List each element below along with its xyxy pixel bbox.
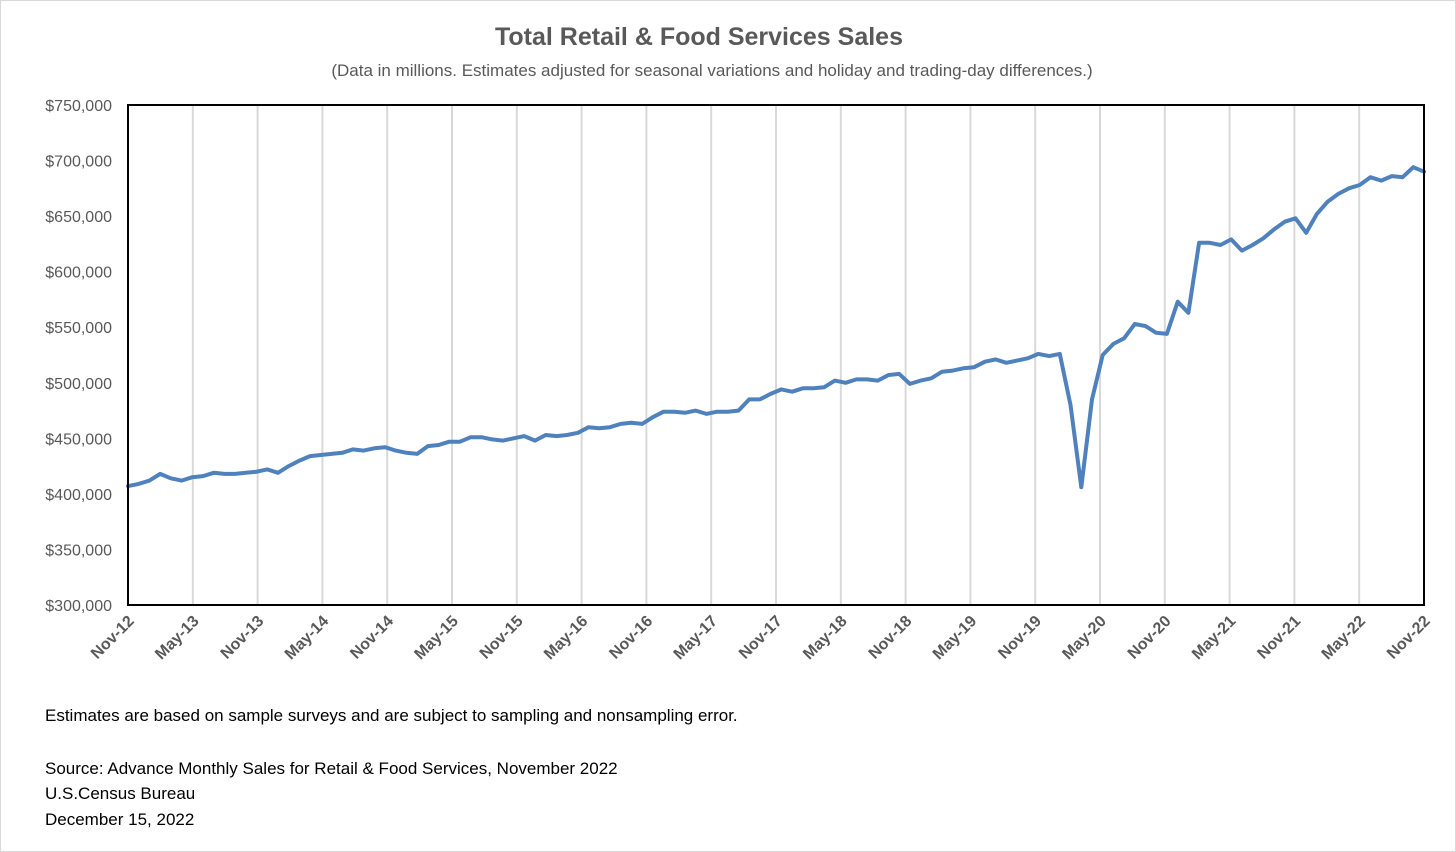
x-tick-label: Nov-21 xyxy=(1254,613,1304,663)
x-tick-label: May-15 xyxy=(411,613,461,663)
plot-area-border xyxy=(127,104,1425,606)
y-tick-label: $700,000 xyxy=(45,154,112,171)
x-tick-label: Nov-16 xyxy=(606,613,656,663)
x-tick-label: May-21 xyxy=(1189,613,1239,663)
x-tick-label: Nov-17 xyxy=(736,613,786,663)
source-note: Source: Advance Monthly Sales for Retail… xyxy=(45,759,618,778)
y-tick-label: $550,000 xyxy=(45,320,112,337)
y-tick-label: $750,000 xyxy=(45,98,112,115)
agency-note: U.S.Census Bureau xyxy=(45,784,196,803)
x-tick-label: May-16 xyxy=(541,613,591,663)
x-tick-label: Nov-12 xyxy=(88,613,138,663)
y-tick-label: $300,000 xyxy=(45,598,112,615)
release-date-note: December 15, 2022 xyxy=(45,810,195,829)
y-tick-label: $350,000 xyxy=(45,542,112,559)
x-tick-label: May-18 xyxy=(800,613,850,663)
x-tick-label: May-20 xyxy=(1059,613,1109,663)
y-axis-tick-labels: $300,000 $350,000 $400,000 $450,000 $500,000… xyxy=(45,98,112,615)
x-tick-label: Nov-18 xyxy=(866,613,916,663)
chart-title: Total Retail & Food Services Sales xyxy=(494,23,903,51)
x-tick-label: May-14 xyxy=(282,613,332,663)
y-tick-label: $600,000 xyxy=(45,265,112,282)
x-tick-label: Nov-15 xyxy=(477,613,527,663)
y-tick-label: $450,000 xyxy=(45,431,112,448)
x-axis-tick-labels: Nov-12 May-13 Nov-13 May-14 Nov-14 May-15 Nov-… xyxy=(88,613,1434,663)
y-tick-label: $650,000 xyxy=(45,209,112,226)
y-tick-label: $400,000 xyxy=(45,487,112,504)
x-tick-label: Nov-13 xyxy=(218,613,268,663)
x-tick-label: May-13 xyxy=(152,613,202,663)
x-tick-label: May-19 xyxy=(930,613,980,663)
series-line xyxy=(126,165,1426,490)
x-tick-label: Nov-19 xyxy=(995,613,1045,663)
x-tick-label: Nov-20 xyxy=(1125,613,1175,663)
x-tick-label: May-17 xyxy=(671,613,721,663)
y-tick-label: $500,000 xyxy=(45,376,112,393)
chart-subtitle: (Data in millions. Estimates adjusted fo… xyxy=(331,61,1093,80)
x-tick-label: Nov-22 xyxy=(1384,613,1434,663)
sampling-note: Estimates are based on sample surveys an… xyxy=(45,706,738,725)
x-tick-label: Nov-14 xyxy=(347,613,397,663)
gridlines xyxy=(191,105,1361,605)
series-line-group xyxy=(126,165,1426,490)
x-tick-label: May-22 xyxy=(1319,613,1369,663)
